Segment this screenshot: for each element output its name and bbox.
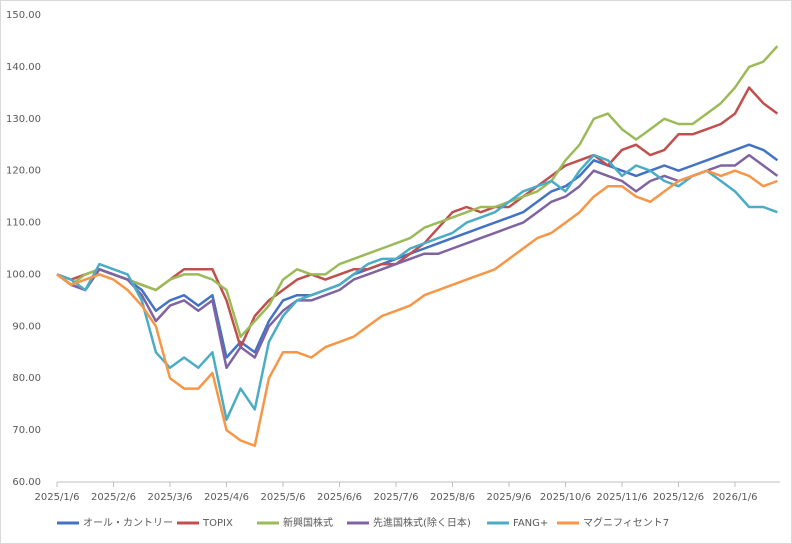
x-tick-label: 2025/8/6 xyxy=(430,492,475,503)
x-tick-label: 2025/1/6 xyxy=(35,492,80,503)
legend-label: TOPIX xyxy=(202,518,233,529)
x-tick-label: 2025/11/6 xyxy=(596,492,647,503)
y-tick-label: 110.00 xyxy=(6,218,41,229)
series-line xyxy=(56,153,779,370)
x-tick-label: 2025/6/6 xyxy=(317,492,362,503)
y-tick-label: 140.00 xyxy=(6,62,41,73)
y-tick-label: 130.00 xyxy=(6,114,41,125)
x-tick-label: 2025/5/6 xyxy=(261,492,306,503)
series-line xyxy=(56,143,779,359)
x-tick-label: 2025/9/6 xyxy=(487,492,532,503)
x-tick-label: 2025/7/6 xyxy=(374,492,419,503)
y-tick-label: 100.00 xyxy=(6,269,41,280)
y-tick-label: 150.00 xyxy=(6,10,41,21)
x-tick-label: 2025/2/6 xyxy=(91,492,136,503)
legend-label: 先進国株式(除く日本) xyxy=(373,516,471,529)
series-line xyxy=(56,153,778,421)
y-tick-label: 120.00 xyxy=(6,166,41,177)
y-tick-label: 80.00 xyxy=(12,373,41,384)
x-tick-label: 2026/1/6 xyxy=(713,492,758,503)
x-tick-label: 2025/4/6 xyxy=(204,492,249,503)
y-tick-label: 70.00 xyxy=(12,425,41,436)
legend-label: FANG+ xyxy=(513,518,548,529)
legend-label: マグニフィセント7 xyxy=(583,516,669,529)
series-line xyxy=(56,86,779,349)
x-tick-label: 2025/10/6 xyxy=(540,492,591,503)
legend-label: オール・カントリー xyxy=(83,517,173,529)
y-tick-label: 90.00 xyxy=(12,321,41,332)
x-tick-label: 2025/3/6 xyxy=(148,492,193,503)
series-line xyxy=(56,169,778,447)
y-tick-label: 60.00 xyxy=(12,477,41,488)
series-line xyxy=(56,45,779,338)
x-tick-label: 2025/12/6 xyxy=(653,492,704,503)
legend-label: 新興国株式 xyxy=(283,516,333,529)
